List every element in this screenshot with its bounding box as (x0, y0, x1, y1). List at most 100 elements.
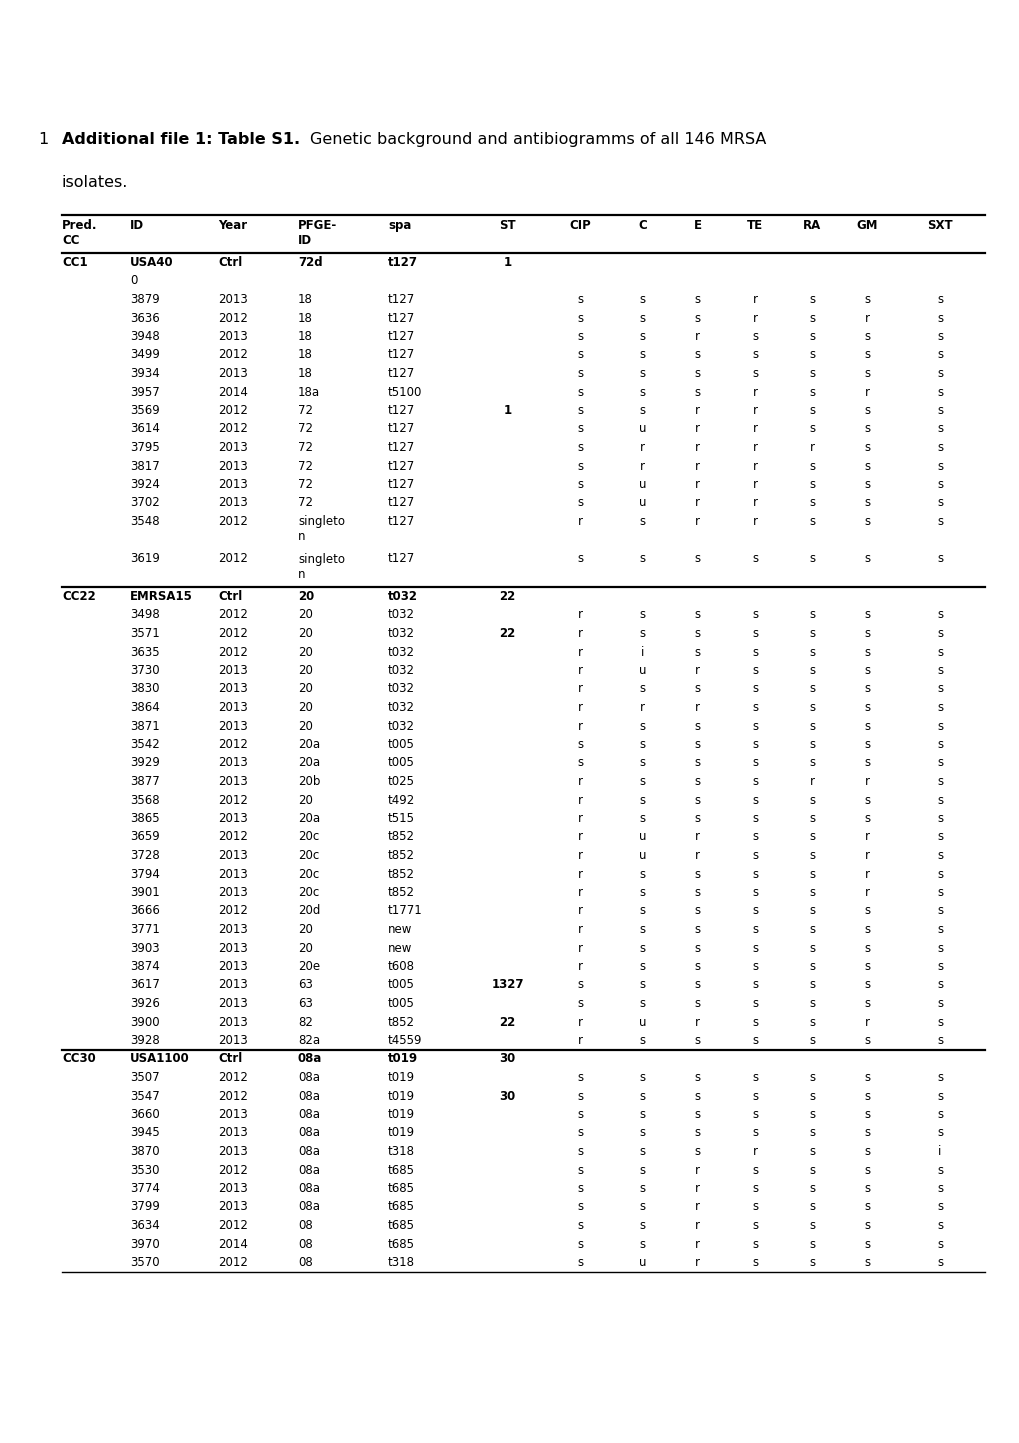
Text: s: s (577, 978, 583, 991)
Text: s: s (809, 367, 815, 380)
Text: s: s (639, 1035, 645, 1048)
Text: s: s (936, 478, 943, 491)
Text: s: s (809, 794, 815, 807)
Text: 3900: 3900 (129, 1016, 159, 1029)
Text: s: s (694, 997, 700, 1010)
Text: s: s (936, 941, 943, 954)
Text: r: r (864, 385, 869, 398)
Text: ST: ST (498, 219, 516, 232)
Text: t318: t318 (387, 1255, 415, 1268)
Text: s: s (863, 1219, 869, 1232)
Text: t019: t019 (387, 1052, 418, 1065)
Text: 08a: 08a (298, 1108, 320, 1121)
Text: s: s (577, 1108, 583, 1121)
Text: s: s (694, 385, 700, 398)
Text: s: s (863, 404, 869, 417)
Text: s: s (577, 1238, 583, 1251)
Text: 1: 1 (503, 255, 512, 268)
Text: s: s (577, 553, 583, 566)
Text: s: s (936, 1182, 943, 1195)
Text: 20c: 20c (298, 867, 319, 880)
Text: s: s (809, 312, 815, 325)
Text: s: s (639, 330, 645, 343)
Text: Genetic background and antibiogramms of all 146 MRSA: Genetic background and antibiogramms of … (310, 131, 765, 147)
Text: t032: t032 (387, 590, 418, 603)
Text: Ctrl: Ctrl (218, 255, 243, 268)
Text: 08a: 08a (298, 1182, 320, 1195)
Text: 2013: 2013 (218, 442, 248, 455)
Text: 18: 18 (298, 330, 313, 343)
Text: t019: t019 (387, 1089, 415, 1102)
Text: t127: t127 (387, 330, 415, 343)
Text: 3934: 3934 (129, 367, 160, 380)
Text: 3795: 3795 (129, 442, 160, 455)
Text: 2013: 2013 (218, 1182, 248, 1195)
Text: s: s (809, 683, 815, 696)
Text: 2013: 2013 (218, 701, 248, 714)
Text: 3542: 3542 (129, 737, 160, 750)
Text: s: s (809, 1163, 815, 1176)
Text: r: r (694, 1238, 699, 1251)
Text: s: s (751, 848, 757, 861)
Text: 3619: 3619 (129, 553, 160, 566)
Text: s: s (694, 905, 700, 918)
Text: 3634: 3634 (129, 1219, 160, 1232)
Text: s: s (936, 293, 943, 306)
Text: s: s (694, 1144, 700, 1157)
Text: r: r (694, 496, 699, 509)
Text: t032: t032 (387, 701, 415, 714)
Text: s: s (936, 997, 943, 1010)
Text: r: r (694, 404, 699, 417)
Text: s: s (694, 867, 700, 880)
Text: s: s (863, 478, 869, 491)
Text: 2013: 2013 (218, 367, 248, 380)
Text: r: r (694, 1255, 699, 1268)
Text: 3870: 3870 (129, 1144, 159, 1157)
Text: 3879: 3879 (129, 293, 160, 306)
Text: i: i (937, 1144, 941, 1157)
Text: s: s (694, 628, 700, 641)
Text: 20: 20 (298, 941, 313, 954)
Text: s: s (639, 515, 645, 528)
Text: s: s (639, 1201, 645, 1214)
Text: s: s (639, 941, 645, 954)
Text: s: s (809, 1219, 815, 1232)
Text: 08: 08 (298, 1255, 313, 1268)
Text: s: s (936, 848, 943, 861)
Text: s: s (577, 312, 583, 325)
Text: s: s (809, 831, 815, 844)
Text: s: s (694, 794, 700, 807)
Text: 82a: 82a (298, 1035, 320, 1048)
Text: r: r (694, 848, 699, 861)
Text: s: s (936, 330, 943, 343)
Text: 20: 20 (298, 664, 313, 677)
Text: s: s (577, 293, 583, 306)
Text: 18: 18 (298, 349, 313, 362)
Text: s: s (694, 737, 700, 750)
Text: t127: t127 (387, 255, 418, 268)
Text: s: s (639, 1219, 645, 1232)
Text: s: s (577, 1089, 583, 1102)
Text: r: r (694, 515, 699, 528)
Text: t025: t025 (387, 775, 415, 788)
Text: s: s (809, 867, 815, 880)
Text: 3570: 3570 (129, 1255, 159, 1268)
Text: t127: t127 (387, 553, 415, 566)
Text: 3614: 3614 (129, 423, 160, 436)
Text: r: r (752, 404, 757, 417)
Text: s: s (639, 1127, 645, 1140)
Text: s: s (694, 683, 700, 696)
Text: s: s (863, 924, 869, 937)
Text: u: u (638, 478, 646, 491)
Text: r: r (864, 867, 869, 880)
Text: s: s (809, 924, 815, 937)
Text: s: s (863, 459, 869, 472)
Text: r: r (694, 459, 699, 472)
Text: 2013: 2013 (218, 997, 248, 1010)
Text: r: r (639, 442, 644, 455)
Text: Additional file 1: Table S1.: Additional file 1: Table S1. (62, 131, 300, 147)
Text: s: s (577, 1127, 583, 1140)
Text: 3728: 3728 (129, 848, 160, 861)
Text: 18: 18 (298, 293, 313, 306)
Text: s: s (936, 737, 943, 750)
